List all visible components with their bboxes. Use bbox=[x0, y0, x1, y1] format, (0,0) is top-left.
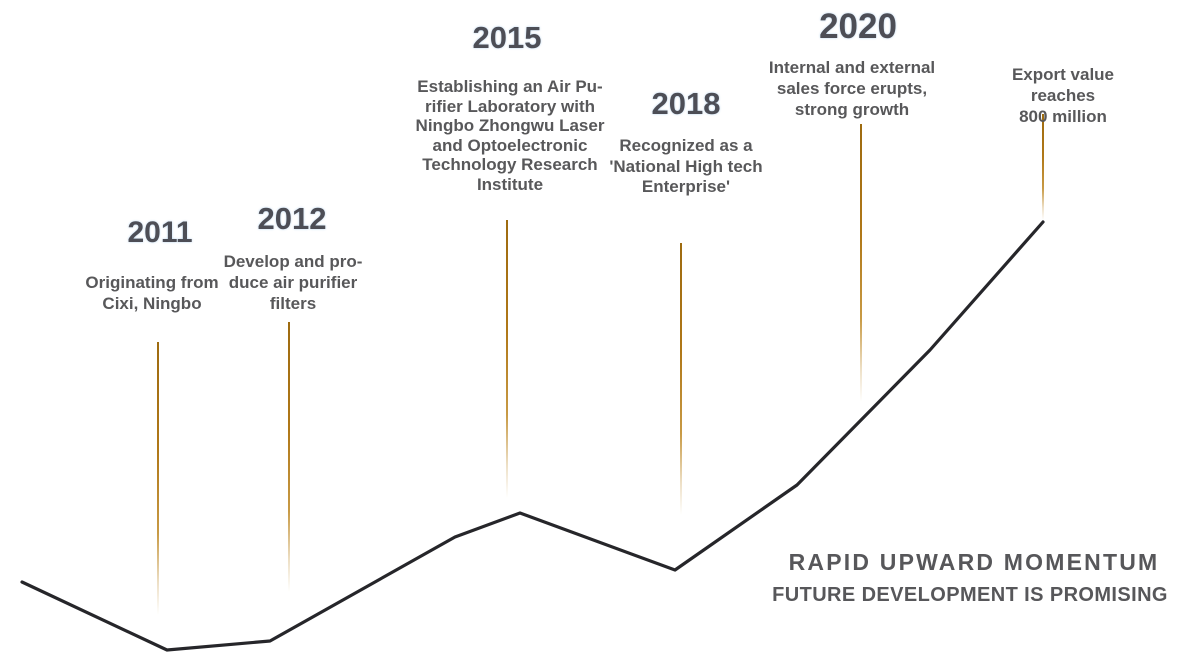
milestone-description-export: Export value reaches 800 million bbox=[1011, 65, 1115, 126]
milestone-description-2018: Recognized as a 'National High tech Ente… bbox=[609, 136, 763, 196]
connector-line-2012 bbox=[288, 322, 290, 592]
milestone-description-2020: Internal and external sales force erupts… bbox=[768, 58, 936, 119]
connector-line-2018 bbox=[680, 243, 682, 515]
milestone-description-2012: Develop and pro- duce air purifier filte… bbox=[223, 252, 363, 313]
connector-line-2020 bbox=[860, 124, 862, 402]
milestone-year-2015: 2015 bbox=[472, 20, 542, 55]
milestone-year-2020: 2020 bbox=[819, 7, 897, 46]
trend-polyline bbox=[20, 220, 1045, 652]
milestone-year-2012: 2012 bbox=[257, 201, 327, 236]
connector-line-export bbox=[1042, 114, 1044, 220]
milestone-description-2015: Establishing an Air Pu- rifier Laborator… bbox=[415, 77, 605, 194]
milestone-year-2018: 2018 bbox=[651, 86, 721, 121]
connector-line-2015 bbox=[506, 220, 508, 498]
milestone-description-2011: Originating from Cixi, Ningbo bbox=[85, 273, 219, 313]
slogan-subtitle: FUTURE DEVELOPMENT IS PROMISING bbox=[772, 584, 1168, 606]
connector-line-2011 bbox=[157, 342, 159, 615]
milestone-year-2011: 2011 bbox=[127, 216, 193, 249]
slogan-title: RAPID UPWARD MOMENTUM bbox=[788, 549, 1160, 575]
